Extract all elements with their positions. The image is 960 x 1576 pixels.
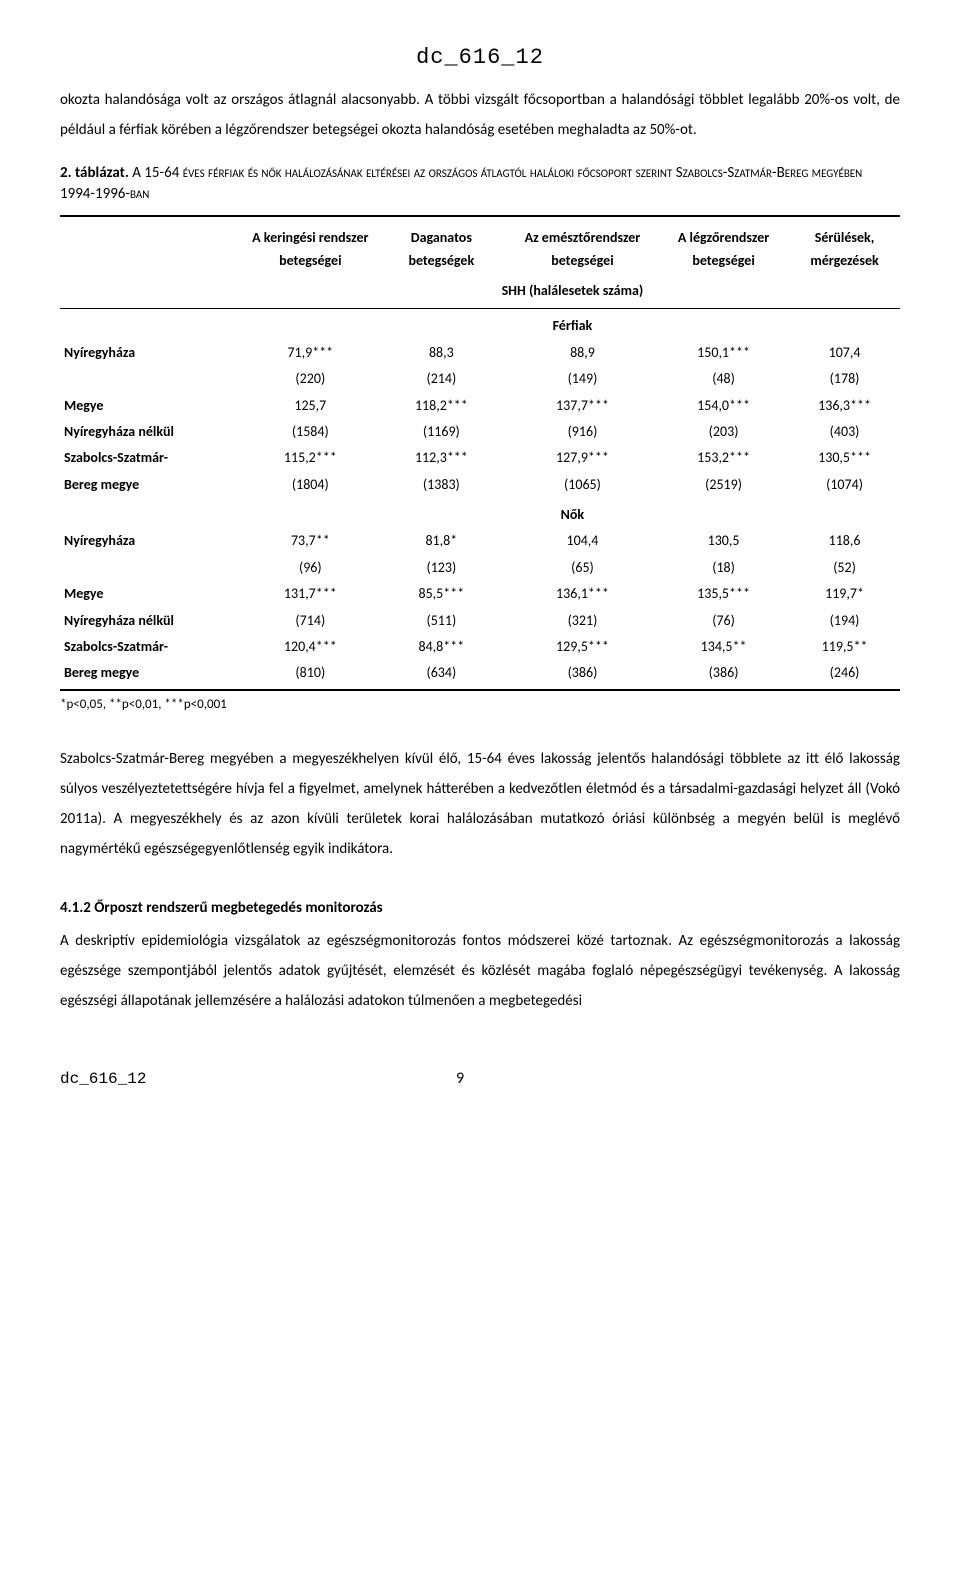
cell-value: 129,5*** bbox=[507, 634, 658, 660]
th-empty2 bbox=[60, 278, 245, 309]
row-label: Nyíregyháza bbox=[60, 528, 245, 554]
cell-n: (203) bbox=[658, 419, 789, 445]
cell-n: (1383) bbox=[376, 472, 507, 498]
cell-value: 118,6 bbox=[789, 528, 900, 554]
footer-doc-code: dc_616_12 bbox=[60, 1070, 146, 1088]
cell-value: 154,0*** bbox=[658, 393, 789, 419]
cell-n: (403) bbox=[789, 419, 900, 445]
th-col-3: A légzőrendszer betegségei bbox=[658, 216, 789, 278]
row-label: Megye bbox=[60, 581, 245, 607]
cell-value: 73,7** bbox=[245, 528, 376, 554]
cell-value: 125,7 bbox=[245, 393, 376, 419]
section-label: Férfiak bbox=[245, 309, 900, 340]
th-shh: SHH (halálesetek száma) bbox=[245, 278, 900, 309]
page-footer: dc_616_12 9 bbox=[60, 1066, 900, 1093]
cell-n: (52) bbox=[789, 555, 900, 581]
row-label: Nyíregyháza nélkül bbox=[60, 608, 245, 634]
cell-value: 136,1*** bbox=[507, 581, 658, 607]
cell-n: (123) bbox=[376, 555, 507, 581]
cell-value: 88,9 bbox=[507, 340, 658, 366]
cell-n: (214) bbox=[376, 366, 507, 392]
paragraph-2: Szabolcs-Szatmár-Bereg megyében a megyes… bbox=[60, 744, 900, 864]
cell-n: (1065) bbox=[507, 472, 658, 498]
cell-value: 136,3*** bbox=[789, 393, 900, 419]
cell-value: 81,8* bbox=[376, 528, 507, 554]
cell-n: (1074) bbox=[789, 472, 900, 498]
cell-n: (386) bbox=[507, 660, 658, 689]
row-label bbox=[60, 555, 245, 581]
th-col-0: A keringési rendszer betegségei bbox=[245, 216, 376, 278]
cell-n: (810) bbox=[245, 660, 376, 689]
table-footnote: *p<0,05, **p<0,01, ***p<0,001 bbox=[60, 695, 900, 716]
paragraph-3: A deskriptív epidemiológia vizsgálatok a… bbox=[60, 926, 900, 1016]
cell-value: 112,3*** bbox=[376, 445, 507, 471]
page-number: 9 bbox=[456, 1066, 464, 1092]
cell-value: 134,5** bbox=[658, 634, 789, 660]
row-label: Bereg megye bbox=[60, 472, 245, 498]
cell-value: 130,5*** bbox=[789, 445, 900, 471]
table-caption-desc: A 15-64 éves férfiak és nők halálozásána… bbox=[60, 164, 862, 203]
cell-n: (178) bbox=[789, 366, 900, 392]
cell-n: (1169) bbox=[376, 419, 507, 445]
th-empty bbox=[60, 216, 245, 278]
cell-n: (194) bbox=[789, 608, 900, 634]
cell-n: (246) bbox=[789, 660, 900, 689]
cell-n: (1804) bbox=[245, 472, 376, 498]
cell-n: (634) bbox=[376, 660, 507, 689]
row-label: Megye bbox=[60, 393, 245, 419]
mortality-table: A keringési rendszer betegségei Daganato… bbox=[60, 215, 900, 691]
row-label: Nyíregyháza bbox=[60, 340, 245, 366]
cell-n: (76) bbox=[658, 608, 789, 634]
row-label: Szabolcs-Szatmár- bbox=[60, 634, 245, 660]
row-label: Nyíregyháza nélkül bbox=[60, 419, 245, 445]
th-col-4: Sérülések, mérgezések bbox=[789, 216, 900, 278]
cell-n: (2519) bbox=[658, 472, 789, 498]
cell-n: (916) bbox=[507, 419, 658, 445]
cell-value: 127,9*** bbox=[507, 445, 658, 471]
cell-n: (65) bbox=[507, 555, 658, 581]
cell-value: 153,2*** bbox=[658, 445, 789, 471]
table-caption: 2. táblázat. A 15-64 éves férfiak és nők… bbox=[60, 163, 900, 205]
cell-value: 115,2*** bbox=[245, 445, 376, 471]
cell-n: (149) bbox=[507, 366, 658, 392]
cell-value: 130,5 bbox=[658, 528, 789, 554]
cell-n: (1584) bbox=[245, 419, 376, 445]
cell-n: (511) bbox=[376, 608, 507, 634]
row-label bbox=[60, 366, 245, 392]
cell-value: 104,4 bbox=[507, 528, 658, 554]
cell-value: 85,5*** bbox=[376, 581, 507, 607]
cell-n: (714) bbox=[245, 608, 376, 634]
cell-value: 137,7*** bbox=[507, 393, 658, 419]
doc-code-header: dc_616_12 bbox=[60, 40, 900, 75]
row-label: Bereg megye bbox=[60, 660, 245, 689]
cell-value: 131,7*** bbox=[245, 581, 376, 607]
cell-value: 135,5*** bbox=[658, 581, 789, 607]
cell-value: 150,1*** bbox=[658, 340, 789, 366]
cell-n: (220) bbox=[245, 366, 376, 392]
cell-n: (386) bbox=[658, 660, 789, 689]
cell-n: (18) bbox=[658, 555, 789, 581]
section-label: Nők bbox=[245, 498, 900, 528]
cell-value: 120,4*** bbox=[245, 634, 376, 660]
cell-n: (321) bbox=[507, 608, 658, 634]
th-col-1: Daganatos betegségek bbox=[376, 216, 507, 278]
th-col-2: Az emésztőrendszer betegségei bbox=[507, 216, 658, 278]
cell-value: 84,8*** bbox=[376, 634, 507, 660]
cell-value: 119,7* bbox=[789, 581, 900, 607]
cell-value: 118,2*** bbox=[376, 393, 507, 419]
cell-value: 119,5** bbox=[789, 634, 900, 660]
paragraph-1: okozta halandósága volt az országos átla… bbox=[60, 85, 900, 145]
cell-value: 88,3 bbox=[376, 340, 507, 366]
cell-value: 107,4 bbox=[789, 340, 900, 366]
section-heading-4-1-2: 4.1.2 Őrposzt rendszerű megbetegedés mon… bbox=[60, 896, 900, 920]
cell-value: 71,9*** bbox=[245, 340, 376, 366]
cell-n: (48) bbox=[658, 366, 789, 392]
row-label: Szabolcs-Szatmár- bbox=[60, 445, 245, 471]
cell-n: (96) bbox=[245, 555, 376, 581]
table-caption-lead: 2. táblázat. bbox=[60, 164, 132, 182]
